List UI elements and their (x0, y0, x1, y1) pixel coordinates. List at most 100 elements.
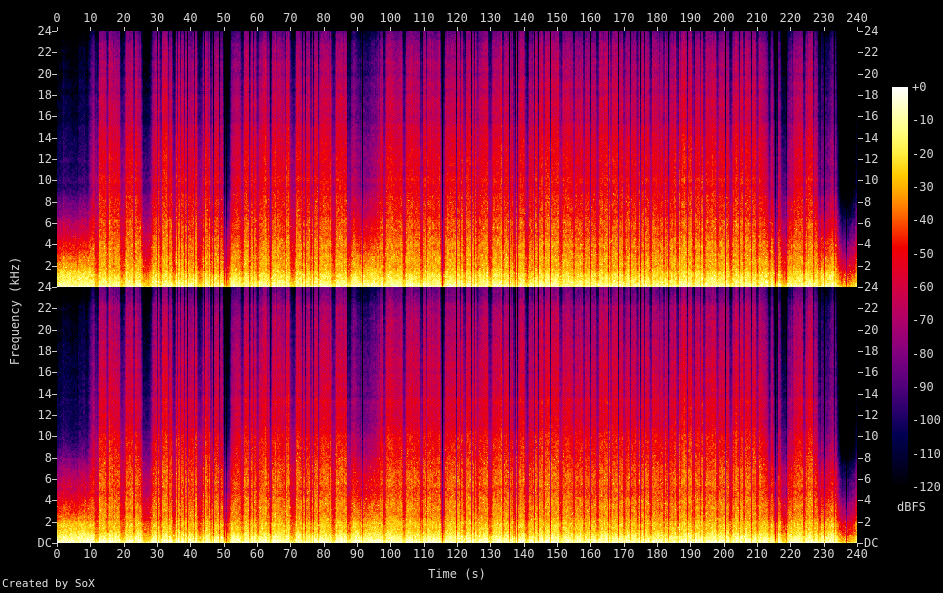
time-tick-label: 120 (446, 11, 468, 25)
freq-tick (858, 436, 863, 437)
freq-tick-label: 4 (864, 237, 872, 251)
time-tick-label: 120 (446, 547, 468, 561)
freq-tick (52, 436, 57, 437)
freq-tick-label: 20 (864, 323, 879, 337)
time-tick-label: 210 (746, 547, 768, 561)
freq-tick-label: 10 (37, 429, 52, 443)
freq-tick-label: 6 (864, 472, 872, 486)
colorbar-tick-label: +0 (912, 80, 927, 94)
freq-tick (52, 159, 57, 160)
time-tick-label: 50 (216, 11, 231, 25)
freq-tick (52, 74, 57, 75)
time-tick (57, 27, 58, 31)
time-tick (557, 27, 558, 31)
freq-tick (858, 415, 863, 416)
spectrogram-image (57, 31, 857, 543)
time-tick (90, 543, 92, 547)
time-tick-label: 20 (116, 547, 131, 561)
time-tick (490, 27, 492, 31)
time-tick (790, 27, 792, 31)
freq-tick (52, 138, 57, 139)
freq-tick-label: 22 (864, 301, 879, 315)
time-tick (457, 543, 458, 547)
colorbar-tick-label: -20 (912, 146, 934, 161)
time-tick-label: 190 (679, 11, 702, 25)
freq-tick-label: 6 (44, 216, 52, 230)
freq-tick (858, 138, 863, 139)
time-tick-label: 90 (349, 547, 365, 561)
time-tick-label: 40 (183, 11, 198, 25)
freq-tick-label: 24 (864, 24, 879, 38)
time-tick (357, 27, 358, 31)
freq-tick-label: 22 (37, 45, 52, 59)
freq-tick-label: 24 (37, 24, 52, 38)
colorbar-title: dBFS (897, 500, 926, 514)
time-tick-label: 230 (812, 547, 835, 561)
time-tick (690, 543, 692, 547)
freq-tick (858, 351, 863, 352)
freq-tick-label: 10 (864, 429, 879, 443)
time-tick-label: 190 (679, 547, 702, 561)
colorbar-tick-label: -120 (912, 480, 941, 494)
time-tick (523, 543, 525, 547)
freq-tick (858, 31, 863, 32)
time-tick (690, 27, 692, 31)
freq-tick-label: 12 (37, 408, 52, 422)
freq-tick (52, 500, 57, 501)
freq-tick (52, 415, 57, 416)
time-tick-label: 180 (646, 547, 668, 561)
freq-tick-label: 20 (37, 323, 52, 337)
time-tick (523, 27, 525, 31)
freq-tick (52, 116, 57, 117)
time-tick-label: 170 (612, 547, 635, 561)
freq-tick (858, 159, 863, 160)
time-tick-label: 230 (812, 11, 835, 25)
time-tick (190, 543, 192, 547)
time-tick-label: 240 (846, 11, 868, 25)
freq-tick (858, 95, 863, 96)
time-tick-label: 20 (116, 11, 131, 25)
colorbar-tick-label: -60 (912, 280, 934, 294)
freq-tick (858, 479, 863, 480)
time-tick (723, 27, 725, 31)
time-tick-label: 240 (846, 547, 868, 561)
time-tick (390, 543, 392, 547)
time-tick (223, 543, 225, 547)
freq-tick (858, 330, 863, 331)
time-tick (590, 27, 592, 31)
time-tick (357, 543, 358, 547)
freq-tick-label: 18 (864, 88, 879, 102)
time-tick-label: 70 (283, 547, 298, 561)
time-tick-label: 200 (712, 547, 735, 561)
time-tick-label: 10 (83, 547, 98, 561)
freq-tick-label: 18 (37, 88, 52, 102)
freq-tick-label: 24 (864, 280, 879, 294)
colorbar-tick-label: -50 (912, 246, 934, 261)
time-tick-label: 160 (579, 547, 602, 561)
freq-tick (52, 308, 57, 309)
freq-tick-label: 8 (44, 451, 52, 465)
time-tick-label: 110 (412, 11, 435, 25)
time-tick-label: 80 (316, 11, 331, 25)
freq-tick (858, 74, 863, 75)
time-tick-label: 60 (249, 11, 265, 25)
time-tick-label: 80 (316, 547, 331, 561)
freq-tick (858, 180, 863, 181)
colorbar-tick-label: -70 (912, 313, 934, 328)
time-tick-label: 170 (612, 11, 635, 25)
time-tick (757, 27, 758, 31)
freq-tick-label: 4 (864, 493, 872, 507)
freq-tick (52, 351, 57, 352)
time-tick-label: 0 (53, 547, 61, 561)
time-tick (757, 543, 758, 547)
time-tick (57, 543, 58, 547)
freq-tick (858, 287, 863, 288)
time-tick (157, 27, 158, 31)
freq-tick (858, 394, 863, 395)
time-tick-label: 210 (746, 11, 768, 25)
time-tick (857, 543, 858, 547)
freq-tick (52, 31, 57, 32)
time-tick-label: 160 (579, 11, 602, 25)
freq-tick (52, 479, 57, 480)
